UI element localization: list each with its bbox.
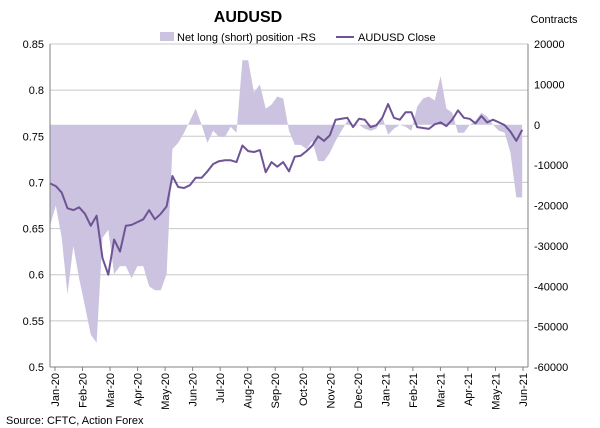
right-axis-label: Contracts [530, 14, 578, 26]
x-tick-label: Aug-20 [243, 373, 255, 408]
legend-label-net-position: Net long (short) position -RS [177, 32, 316, 44]
net-position-area [50, 60, 523, 343]
right-tick-label: -10000 [534, 160, 568, 172]
left-tick-label: 0.6 [29, 270, 44, 282]
right-tick-label: 20000 [534, 39, 565, 51]
legend-label-audusd: AUDUSD Close [358, 32, 436, 44]
left-tick-label: 0.55 [23, 316, 44, 328]
x-tick-label: Jun-21 [518, 373, 530, 407]
audusd-close-line [49, 103, 524, 276]
left-axis-ticks: 0.5 0.55 0.6 0.65 0.7 0.75 0.8 0.85 [23, 39, 44, 374]
x-tick-label: Mar-21 [435, 373, 447, 408]
chart-title: AUDUSD [214, 9, 282, 26]
right-tick-label: -30000 [534, 241, 568, 253]
right-tick-label: -40000 [534, 281, 568, 293]
x-tick-label: Apr-21 [463, 373, 475, 406]
right-tick-label: 10000 [534, 79, 565, 91]
area-series [50, 60, 523, 343]
left-tick-label: 0.5 [29, 362, 44, 374]
x-tick-label: Jul-20 [215, 373, 227, 403]
left-tick-label: 0.85 [23, 39, 44, 51]
source-note: Source: CFTC, Action Forex [6, 415, 144, 427]
right-tick-label: -60000 [534, 362, 568, 374]
left-tick-label: 0.8 [29, 85, 44, 97]
x-tick-label: Sep-20 [270, 373, 282, 408]
x-tick-label: May-20 [160, 373, 172, 410]
x-tick-label: Apr-20 [133, 373, 145, 406]
axes [49, 44, 529, 368]
right-axis-ticks: -60000 -50000 -40000 -30000 -20000 -10000 0 100… [534, 39, 568, 374]
left-tick-label: 0.65 [23, 224, 44, 236]
x-tick-label: Jan-20 [50, 373, 62, 407]
line-series [49, 103, 524, 276]
x-tick-label: Dec-20 [353, 373, 365, 408]
x-tick-label: Jan-21 [380, 373, 392, 407]
right-tick-label: 0 [534, 120, 540, 132]
left-tick-label: 0.75 [23, 131, 44, 143]
x-tick-label: Mar-20 [105, 373, 117, 408]
x-tick-label: Nov-20 [325, 373, 337, 408]
x-tick-label: May-21 [490, 373, 502, 410]
right-tick-label: -20000 [534, 201, 568, 213]
x-tick-label: Feb-20 [78, 373, 90, 408]
left-tick-label: 0.7 [29, 177, 44, 189]
x-axis-ticks: Jan-20 Feb-20 Mar-20 Apr-20 May-20 Jun-20 Jul-… [50, 367, 530, 410]
legend-swatch-net-position [160, 32, 174, 41]
x-tick-label: Oct-20 [298, 373, 310, 406]
x-tick-label: Feb-21 [408, 373, 420, 408]
right-tick-label: -50000 [534, 322, 568, 334]
x-tick-label: Jun-20 [188, 373, 200, 407]
legend: Net long (short) position -RS AUDUSD Clo… [160, 32, 436, 44]
